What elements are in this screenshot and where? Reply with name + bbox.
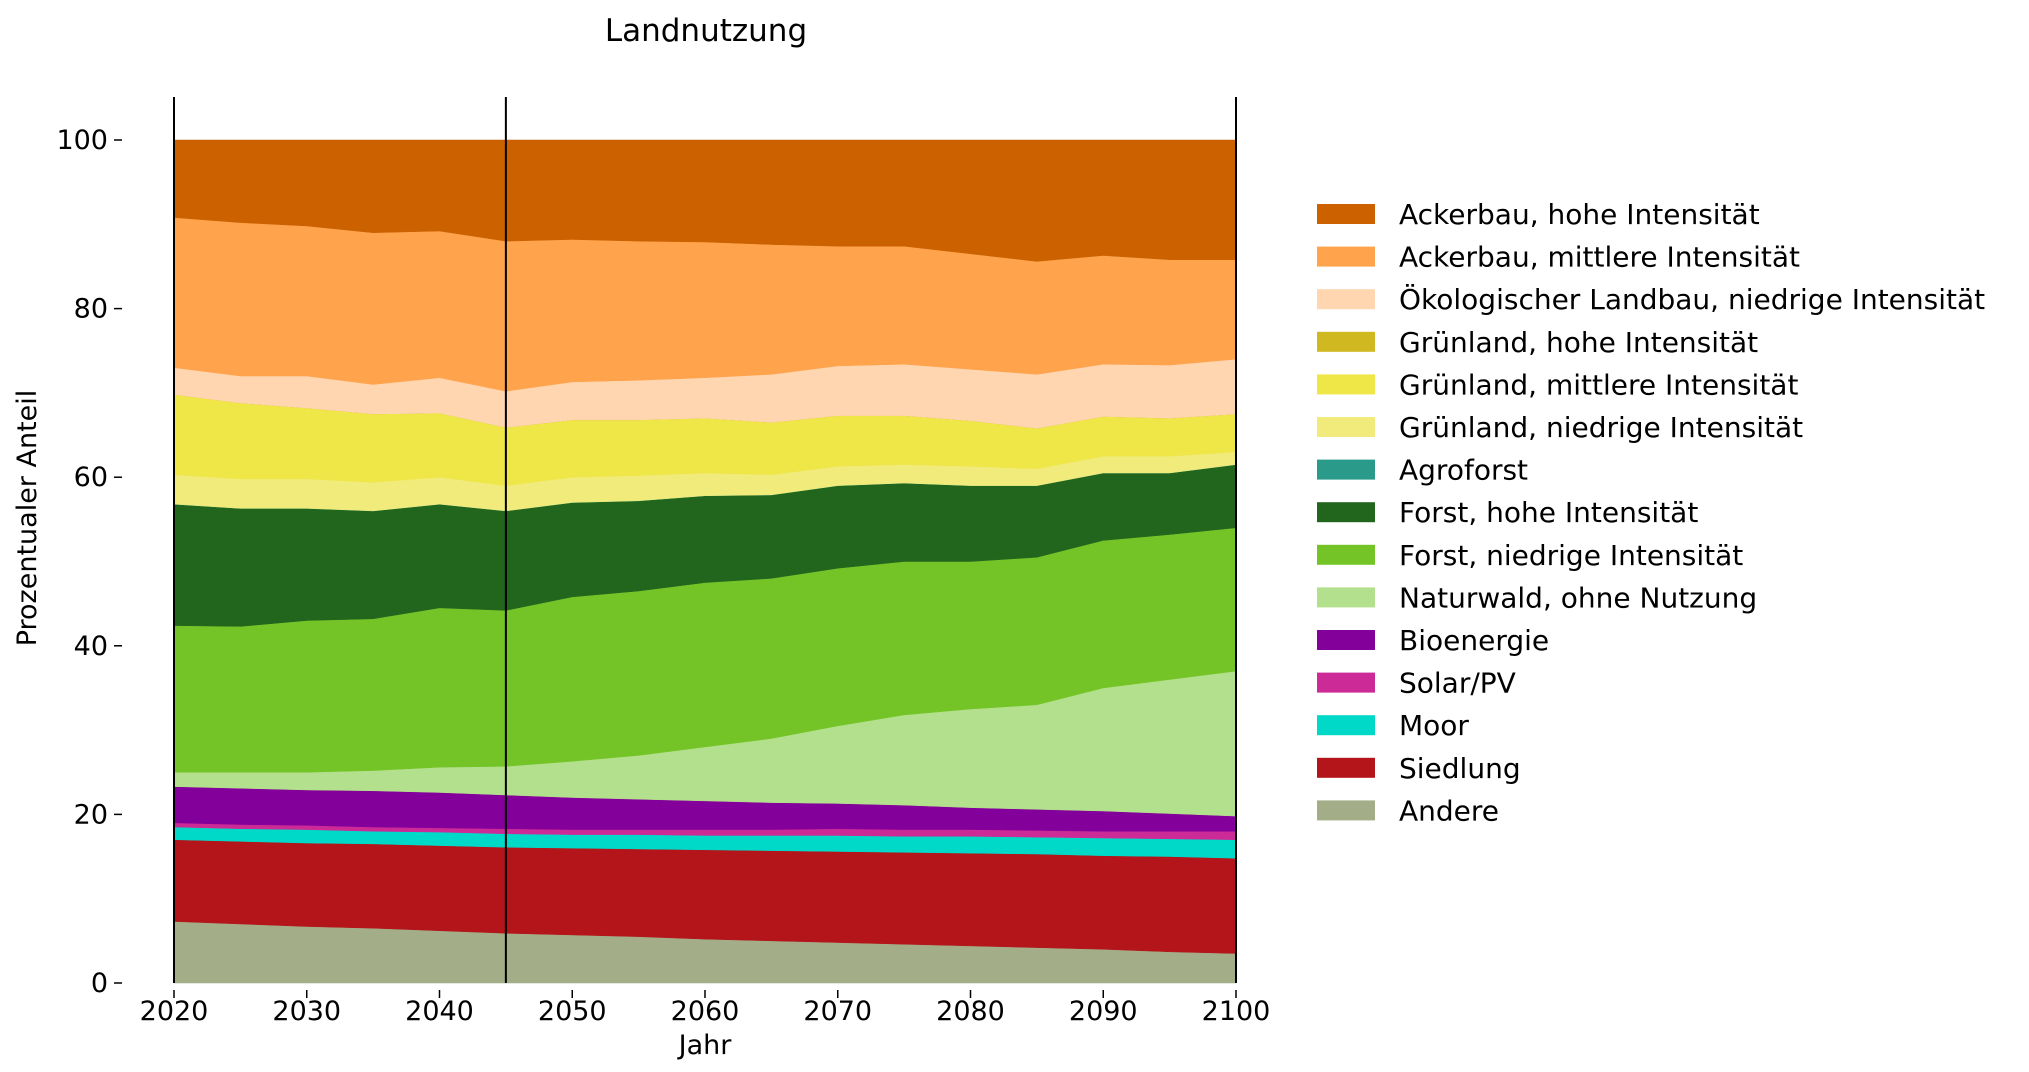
legend-item: Forst, niedrige Intensität	[1317, 539, 1743, 572]
legend-swatch	[1317, 374, 1375, 395]
legend-label: Grünland, niedrige Intensität	[1399, 411, 1803, 444]
legend-swatch	[1317, 757, 1375, 778]
legend-item: Grünland, niedrige Intensität	[1317, 411, 1803, 444]
legend-swatch	[1317, 502, 1375, 523]
legend-label: Andere	[1399, 794, 1499, 827]
legend-item: Andere	[1317, 794, 1499, 827]
legend-item: Grünland, hohe Intensität	[1317, 326, 1758, 359]
legend-swatch	[1317, 544, 1375, 565]
y-tick-label: 20	[74, 799, 108, 830]
legend-swatch	[1317, 715, 1375, 736]
legend-label: Grünland, mittlere Intensität	[1399, 368, 1798, 401]
x-axis-label: Jahr	[677, 1030, 733, 1061]
legend-item: Siedlung	[1317, 752, 1521, 785]
legend-swatch	[1317, 204, 1375, 224]
legend-label: Bioenergie	[1399, 624, 1549, 657]
legend-swatch	[1317, 672, 1375, 693]
legend-swatch	[1317, 800, 1375, 821]
legend-swatch	[1317, 289, 1375, 310]
legend-label: Ackerbau, mittlere Intensität	[1399, 241, 1800, 274]
legend-label: Ökologischer Landbau, niedrige Intensitä…	[1399, 282, 1985, 316]
y-axis-label: Prozentualer Anteil	[12, 390, 43, 647]
legend-swatch	[1317, 459, 1375, 480]
y-tick-label: 100	[56, 125, 108, 156]
x-tick-label: 2060	[671, 996, 740, 1027]
legend-item: Forst, hohe Intensität	[1317, 496, 1698, 529]
y-tick-label: 40	[74, 631, 108, 662]
legend-label: Siedlung	[1399, 752, 1521, 785]
x-tick-label: 2050	[538, 996, 607, 1027]
legend-label: Forst, niedrige Intensität	[1399, 539, 1743, 572]
legend-item: Ackerbau, hohe Intensität	[1317, 198, 1760, 231]
chart-title: Landnutzung	[605, 13, 807, 49]
y-tick-label: 60	[74, 462, 108, 493]
x-axis: 2020 2030 2040 2050 2060 2070 2080 2090 2100	[140, 990, 1271, 1027]
legend-label: Agroforst	[1399, 454, 1528, 487]
x-tick-label: 2080	[936, 996, 1005, 1027]
legend-label: Naturwald, ohne Nutzung	[1399, 581, 1757, 614]
legend-item: Ökologischer Landbau, niedrige Intensitä…	[1317, 282, 1985, 316]
vertical-markers	[173, 97, 1237, 983]
legend-item: Agroforst	[1317, 454, 1528, 487]
legend-swatch	[1317, 417, 1375, 437]
legend-swatch	[1317, 246, 1375, 267]
x-tick-label: 2100	[1202, 996, 1271, 1027]
y-tick-label: 0	[91, 968, 108, 999]
x-tick-label: 2030	[272, 996, 341, 1027]
y-axis: 0 20 40 60 80 100	[56, 125, 122, 999]
x-tick-label: 2090	[1069, 996, 1138, 1027]
legend-item: Solar/PV	[1317, 667, 1516, 700]
x-tick-label: 2020	[140, 996, 209, 1027]
legend-item: Ackerbau, mittlere Intensität	[1317, 241, 1800, 274]
legend-swatch	[1317, 587, 1375, 608]
legend-swatch	[1317, 331, 1375, 352]
legend-item: Naturwald, ohne Nutzung	[1317, 581, 1757, 614]
legend-item: Moor	[1317, 709, 1469, 742]
legend-label: Ackerbau, hohe Intensität	[1399, 198, 1760, 231]
x-tick-label: 2040	[405, 996, 474, 1027]
x-tick-label: 2070	[803, 996, 872, 1027]
y-tick-label: 80	[74, 294, 108, 325]
legend-label: Forst, hohe Intensität	[1399, 496, 1698, 529]
legend-item: Grünland, mittlere Intensität	[1317, 368, 1798, 401]
legend-swatch	[1317, 630, 1375, 650]
legend: Ackerbau, hohe Intensität Ackerbau, mittl…	[1317, 198, 1985, 827]
legend-label: Moor	[1399, 709, 1469, 742]
legend-label: Solar/PV	[1399, 667, 1516, 700]
legend-item: Bioenergie	[1317, 624, 1549, 657]
legend-label: Grünland, hohe Intensität	[1399, 326, 1758, 359]
stacked-areas	[173, 139, 1237, 984]
